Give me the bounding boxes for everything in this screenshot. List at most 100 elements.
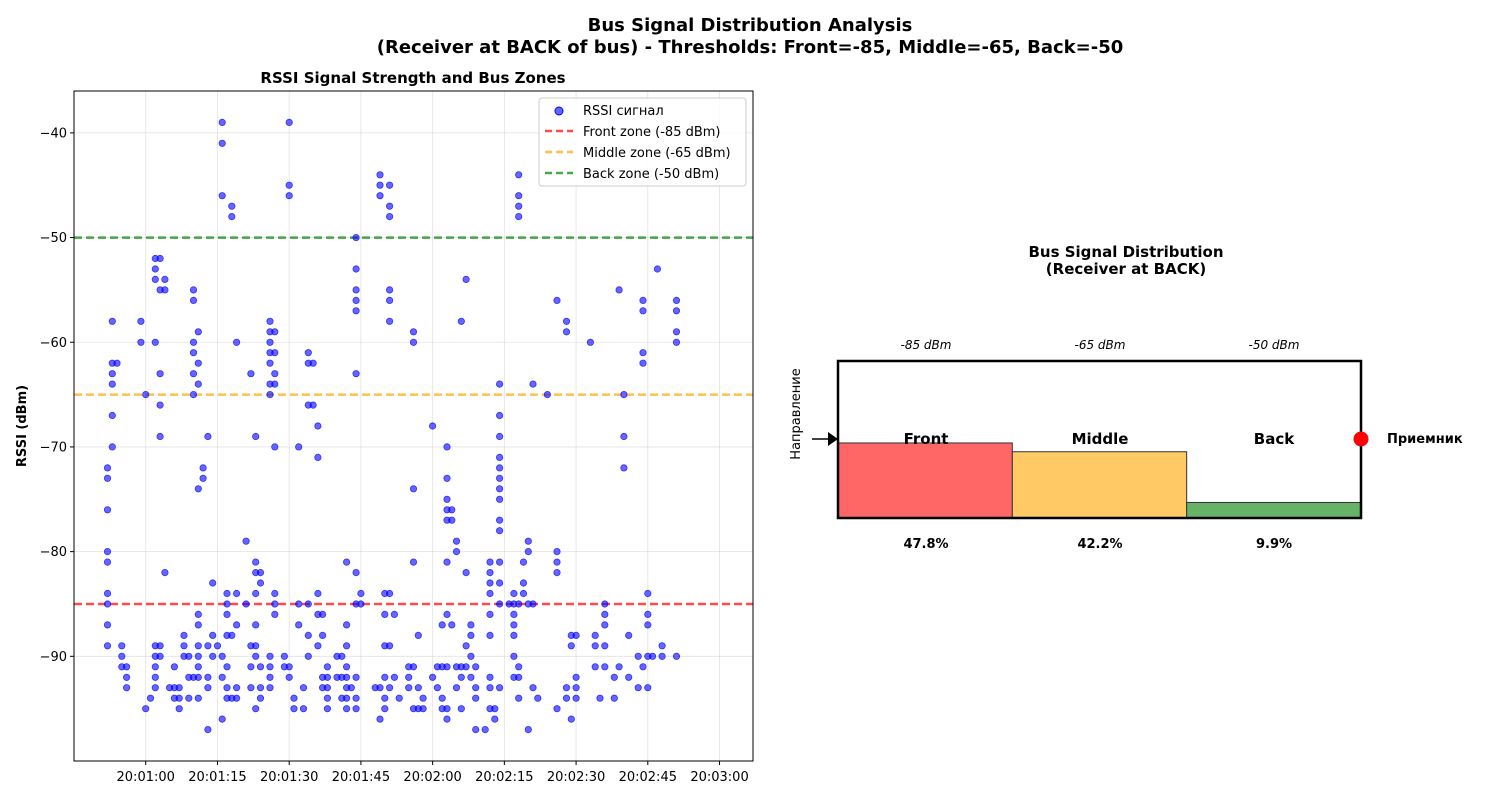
rssi-point <box>185 694 193 702</box>
zone-name-front: Front <box>904 430 949 448</box>
y-axis-label: RSSI (dBm) <box>15 385 30 467</box>
rssi-point <box>428 673 437 681</box>
rssi-point <box>103 621 112 629</box>
bus-panel-title-line1: Bus Signal Distribution <box>1028 243 1223 261</box>
scatter-plot-frame <box>73 90 754 762</box>
x-axis-ticks: 20:01:00 20:01:15 20:01:30 20:01:45 20:02:00… <box>117 761 749 785</box>
zone-bar-middle <box>1011 451 1188 519</box>
x-tick-label: 20:01:00 <box>117 770 175 785</box>
rssi-point <box>314 453 322 461</box>
rssi-point <box>385 202 394 210</box>
rssi-point <box>247 663 255 671</box>
rssi-point <box>151 338 159 346</box>
rssi-point <box>452 537 461 545</box>
rssi-point <box>567 642 575 650</box>
receiver-label: Приемник <box>1387 432 1463 447</box>
rssi-point <box>495 558 504 566</box>
rssi-point <box>495 464 504 472</box>
rssi-point <box>189 286 198 294</box>
rssi-point <box>175 684 183 692</box>
rssi-point <box>137 317 145 325</box>
rssi-point <box>381 610 389 619</box>
rssi-point <box>553 547 561 556</box>
rssi-point <box>529 380 537 388</box>
rssi-point <box>495 516 504 524</box>
rssi-point <box>108 317 116 325</box>
rssi-point <box>381 705 389 713</box>
rssi-point <box>644 684 652 692</box>
rssi-point <box>314 589 322 598</box>
rssi-point <box>342 558 351 566</box>
legend-label-back: Back zone (-50 dBm) <box>583 167 719 182</box>
rssi-point <box>515 694 523 702</box>
rssi-point <box>390 610 398 619</box>
rssi-point <box>385 296 394 304</box>
rssi-point <box>314 642 322 650</box>
rssi-point <box>199 474 207 482</box>
rssi-point <box>218 652 226 660</box>
rssi-point <box>672 296 681 304</box>
rssi-point <box>218 118 226 127</box>
rssi-point <box>457 705 465 713</box>
rssi-point <box>405 673 413 681</box>
rssi-point <box>256 684 265 692</box>
threshold-lines <box>74 236 753 606</box>
y-tick-label: −80 <box>40 545 67 560</box>
rssi-point <box>443 558 451 566</box>
rssi-point <box>352 286 360 294</box>
rssi-point <box>385 684 394 692</box>
rssi-point <box>323 673 331 681</box>
rssi-point <box>572 631 580 640</box>
rssi-point <box>123 663 131 671</box>
rssi-point <box>452 684 461 692</box>
rssi-point <box>591 631 599 640</box>
rssi-point <box>495 684 504 692</box>
rssi-point <box>376 684 384 692</box>
rssi-point <box>414 631 422 640</box>
rssi-point <box>295 443 303 451</box>
rssi-point <box>180 642 188 650</box>
rssi-point <box>213 642 222 650</box>
rssi-point <box>601 663 609 671</box>
rssi-point <box>323 705 331 713</box>
rssi-point <box>486 673 494 681</box>
rssi-point <box>271 328 279 336</box>
rssi-point <box>625 631 633 640</box>
rssi-point <box>256 568 265 577</box>
rssi-point <box>194 642 202 650</box>
rssi-point <box>385 213 394 221</box>
scatter-gridlines <box>74 91 753 761</box>
rssi-point <box>419 694 427 702</box>
rssi-point <box>495 411 504 420</box>
rssi-point <box>472 684 480 692</box>
rssi-point <box>161 286 169 294</box>
rssi-point <box>285 181 293 189</box>
scatter-legend: RSSI сигнал Front zone (-85 dBm) Middle … <box>538 97 747 187</box>
rssi-point <box>204 642 212 650</box>
rssi-point <box>352 568 360 577</box>
scatter-panel-title: RSSI Signal Strength and Bus Zones <box>260 69 565 87</box>
rssi-point <box>338 652 346 660</box>
rssi-point <box>118 642 126 650</box>
x-tick-label: 20:02:15 <box>475 770 533 785</box>
rssi-point <box>137 338 145 346</box>
rssi-point <box>572 673 580 681</box>
rssi-point <box>385 317 394 325</box>
zone-name-back: Back <box>1254 430 1295 448</box>
rssi-point <box>103 464 112 472</box>
rssi-point <box>510 621 518 629</box>
rssi-point <box>467 621 475 629</box>
zone-bar-back <box>1186 501 1362 519</box>
x-tick-label: 20:02:00 <box>403 770 461 785</box>
rssi-point <box>103 547 112 556</box>
rssi-point <box>495 600 504 608</box>
rssi-point <box>510 589 518 598</box>
rssi-point <box>271 349 279 357</box>
rssi-point <box>280 652 288 660</box>
rssi-point <box>672 307 681 315</box>
rssi-point <box>510 631 518 640</box>
rssi-point <box>318 610 327 619</box>
rssi-point <box>352 370 360 378</box>
rssi-point <box>519 558 528 566</box>
